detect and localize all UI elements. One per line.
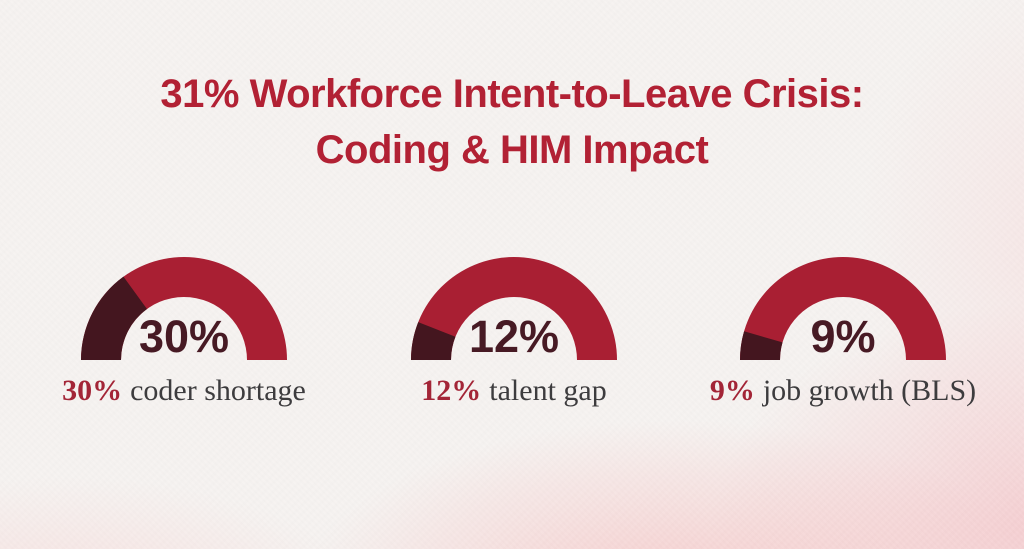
caption-text: talent gap: [489, 374, 607, 407]
gauge-talent-gap: 12% 12% talent gap: [364, 257, 664, 417]
page-title-line-1: 31% Workforce Intent-to-Leave Crisis:: [160, 72, 864, 116]
gauge-arc-coder-shortage: [81, 257, 287, 360]
gauge-coder-shortage: 30% 30% coder shortage: [34, 257, 334, 417]
page-title: 31% Workforce Intent-to-Leave Crisis: Co…: [0, 66, 1024, 178]
caption-accent: 30%: [62, 374, 123, 407]
caption-accent: 9%: [709, 374, 755, 407]
gauge-job-growth: 9% 9% job growth (BLS): [693, 257, 993, 417]
gauge-value-job-growth: 9%: [810, 311, 876, 362]
gauge-caption-job-growth: 9% job growth (BLS): [693, 374, 993, 408]
gauge-caption-coder-shortage: 30% coder shortage: [34, 374, 334, 408]
caption-accent: 12%: [421, 374, 482, 407]
gauge-caption-talent-gap: 12% talent gap: [364, 374, 664, 408]
gauge-arc-talent-gap: [411, 257, 617, 360]
gauge-arc-job-growth: [740, 257, 946, 360]
caption-text: job growth (BLS): [762, 374, 977, 407]
gauge-value-talent-gap: 12%: [468, 311, 560, 362]
gauge-value-coder-shortage: 30%: [138, 311, 230, 362]
page-title-line-2: Coding & HIM Impact: [315, 128, 709, 172]
caption-text: coder shortage: [130, 374, 306, 407]
